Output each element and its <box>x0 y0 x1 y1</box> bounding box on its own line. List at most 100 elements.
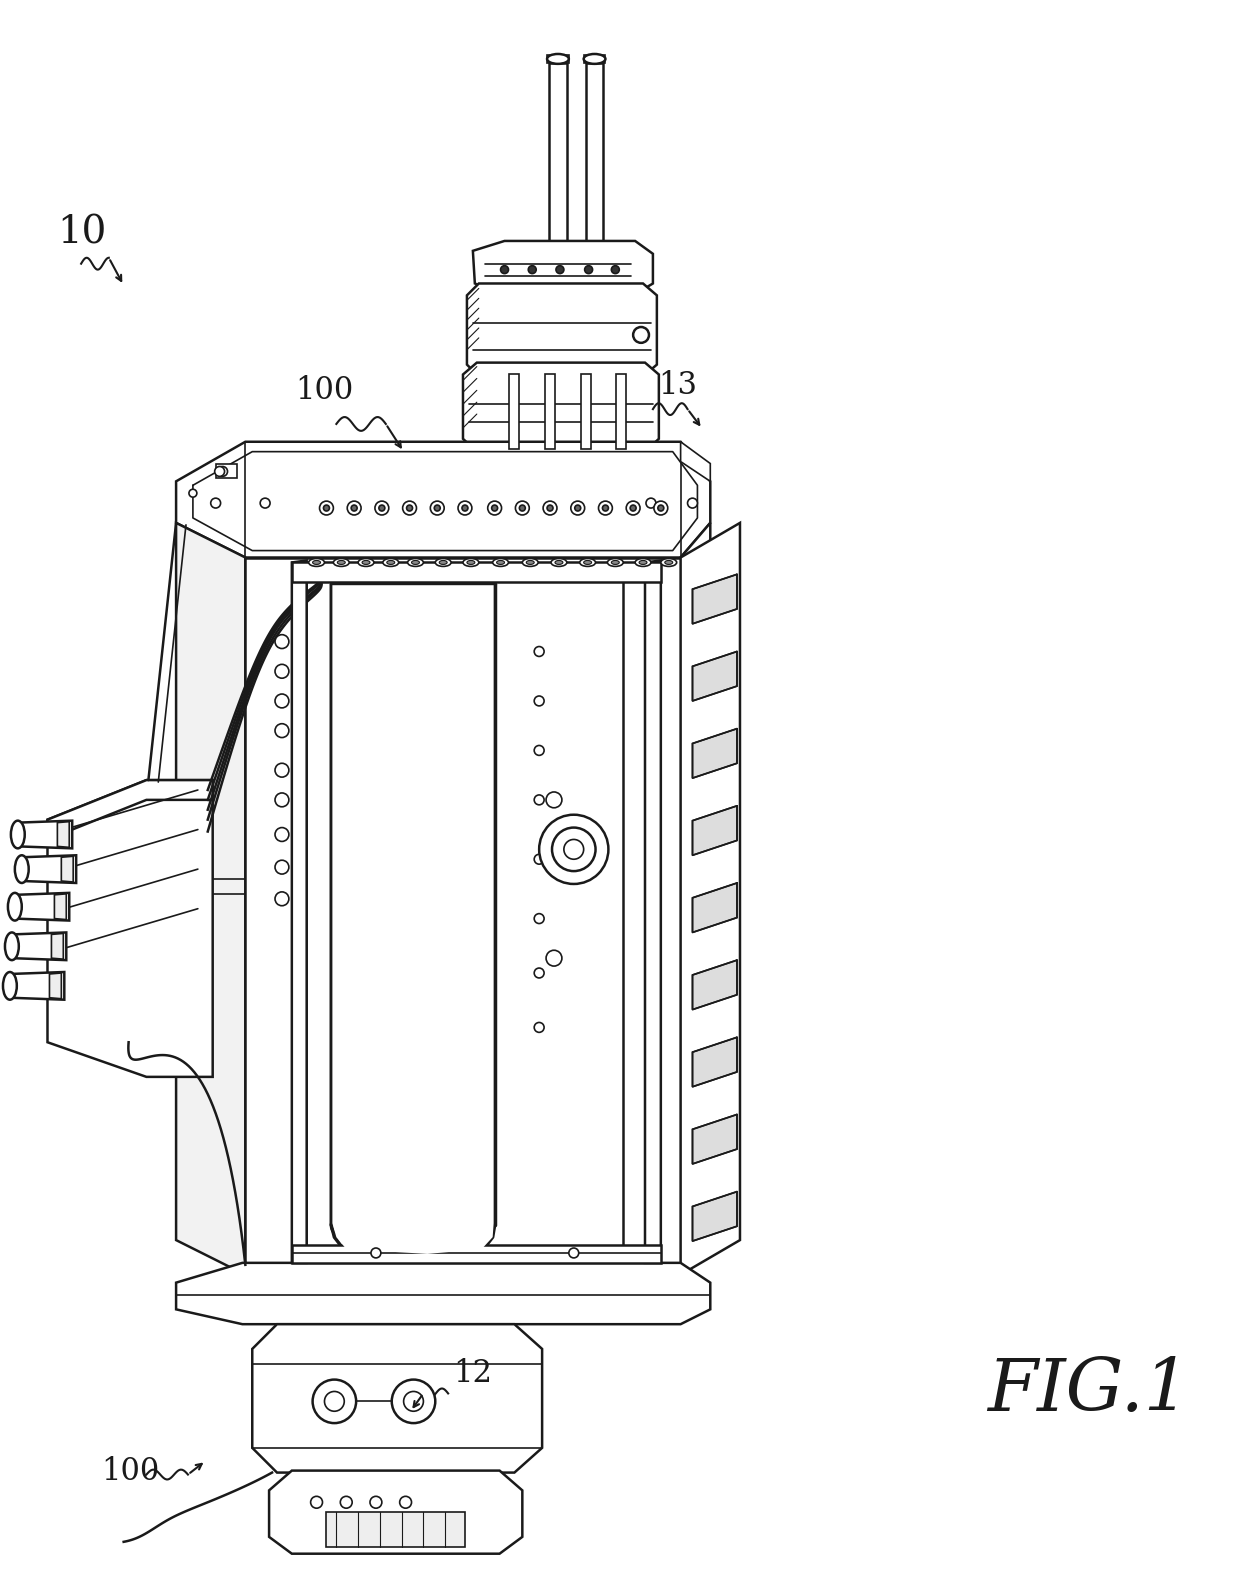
Circle shape <box>543 501 557 516</box>
Ellipse shape <box>665 560 673 565</box>
Polygon shape <box>692 729 737 777</box>
Ellipse shape <box>584 54 605 63</box>
Circle shape <box>552 828 595 871</box>
Polygon shape <box>691 809 702 853</box>
Ellipse shape <box>467 560 475 565</box>
Polygon shape <box>546 374 556 449</box>
Polygon shape <box>692 883 737 932</box>
Ellipse shape <box>522 558 538 566</box>
Circle shape <box>611 265 619 273</box>
Ellipse shape <box>5 932 19 960</box>
Circle shape <box>218 467 227 476</box>
Ellipse shape <box>463 558 479 566</box>
Text: 13: 13 <box>658 371 697 401</box>
Polygon shape <box>616 374 626 449</box>
Circle shape <box>569 1247 579 1258</box>
Polygon shape <box>549 63 567 285</box>
Circle shape <box>430 501 444 516</box>
Circle shape <box>534 1022 544 1033</box>
Polygon shape <box>394 1057 435 1117</box>
Polygon shape <box>291 1246 661 1263</box>
Circle shape <box>646 498 656 508</box>
Polygon shape <box>176 1263 711 1325</box>
Polygon shape <box>10 971 64 1000</box>
Polygon shape <box>216 464 237 478</box>
Circle shape <box>599 501 613 516</box>
Polygon shape <box>47 781 213 1077</box>
Ellipse shape <box>496 560 505 565</box>
Circle shape <box>275 664 289 678</box>
Polygon shape <box>176 524 246 1274</box>
Circle shape <box>547 505 553 511</box>
Circle shape <box>188 489 197 497</box>
Polygon shape <box>246 558 681 1274</box>
Circle shape <box>404 1391 423 1411</box>
Circle shape <box>516 501 529 516</box>
Polygon shape <box>57 822 69 847</box>
Circle shape <box>215 467 224 476</box>
Ellipse shape <box>334 558 350 566</box>
Circle shape <box>275 724 289 738</box>
Polygon shape <box>580 374 590 449</box>
Text: 12: 12 <box>453 1358 492 1389</box>
Polygon shape <box>691 1041 702 1085</box>
Circle shape <box>275 634 289 648</box>
Ellipse shape <box>580 558 595 566</box>
Polygon shape <box>472 241 653 295</box>
Circle shape <box>320 501 334 516</box>
Ellipse shape <box>312 560 320 565</box>
Ellipse shape <box>11 820 25 848</box>
Circle shape <box>371 1247 381 1258</box>
Ellipse shape <box>7 893 22 921</box>
Ellipse shape <box>547 54 569 63</box>
Ellipse shape <box>337 560 345 565</box>
Ellipse shape <box>383 558 399 566</box>
Circle shape <box>534 855 544 864</box>
Ellipse shape <box>611 560 619 565</box>
Circle shape <box>687 498 697 508</box>
Ellipse shape <box>639 560 647 565</box>
Polygon shape <box>15 893 69 921</box>
Polygon shape <box>584 55 605 63</box>
Circle shape <box>370 1497 382 1508</box>
Circle shape <box>534 968 544 978</box>
Ellipse shape <box>661 558 677 566</box>
Circle shape <box>487 501 501 516</box>
Circle shape <box>564 839 584 859</box>
Circle shape <box>534 695 544 706</box>
Polygon shape <box>326 1512 465 1547</box>
Polygon shape <box>692 574 737 624</box>
Circle shape <box>556 265 564 273</box>
Polygon shape <box>47 781 213 839</box>
Polygon shape <box>51 934 63 959</box>
Circle shape <box>311 1497 322 1508</box>
Polygon shape <box>692 960 737 1009</box>
Ellipse shape <box>2 971 17 1000</box>
Text: 10: 10 <box>57 214 107 252</box>
Polygon shape <box>691 1195 702 1240</box>
Circle shape <box>312 1380 356 1422</box>
Polygon shape <box>467 284 657 377</box>
Circle shape <box>275 763 289 777</box>
Ellipse shape <box>387 560 394 565</box>
Polygon shape <box>55 894 66 919</box>
Circle shape <box>275 893 289 905</box>
Circle shape <box>603 505 609 511</box>
Polygon shape <box>681 524 711 1274</box>
Polygon shape <box>681 442 711 481</box>
Polygon shape <box>17 820 72 848</box>
Circle shape <box>347 501 361 516</box>
Polygon shape <box>12 932 66 960</box>
Ellipse shape <box>635 558 651 566</box>
Circle shape <box>534 795 544 804</box>
Polygon shape <box>50 973 61 998</box>
Polygon shape <box>252 1325 542 1473</box>
Circle shape <box>403 501 417 516</box>
Circle shape <box>630 505 636 511</box>
Circle shape <box>211 498 221 508</box>
Circle shape <box>626 501 640 516</box>
Polygon shape <box>681 524 740 1274</box>
Circle shape <box>275 828 289 842</box>
Circle shape <box>501 265 508 273</box>
Polygon shape <box>291 563 661 582</box>
